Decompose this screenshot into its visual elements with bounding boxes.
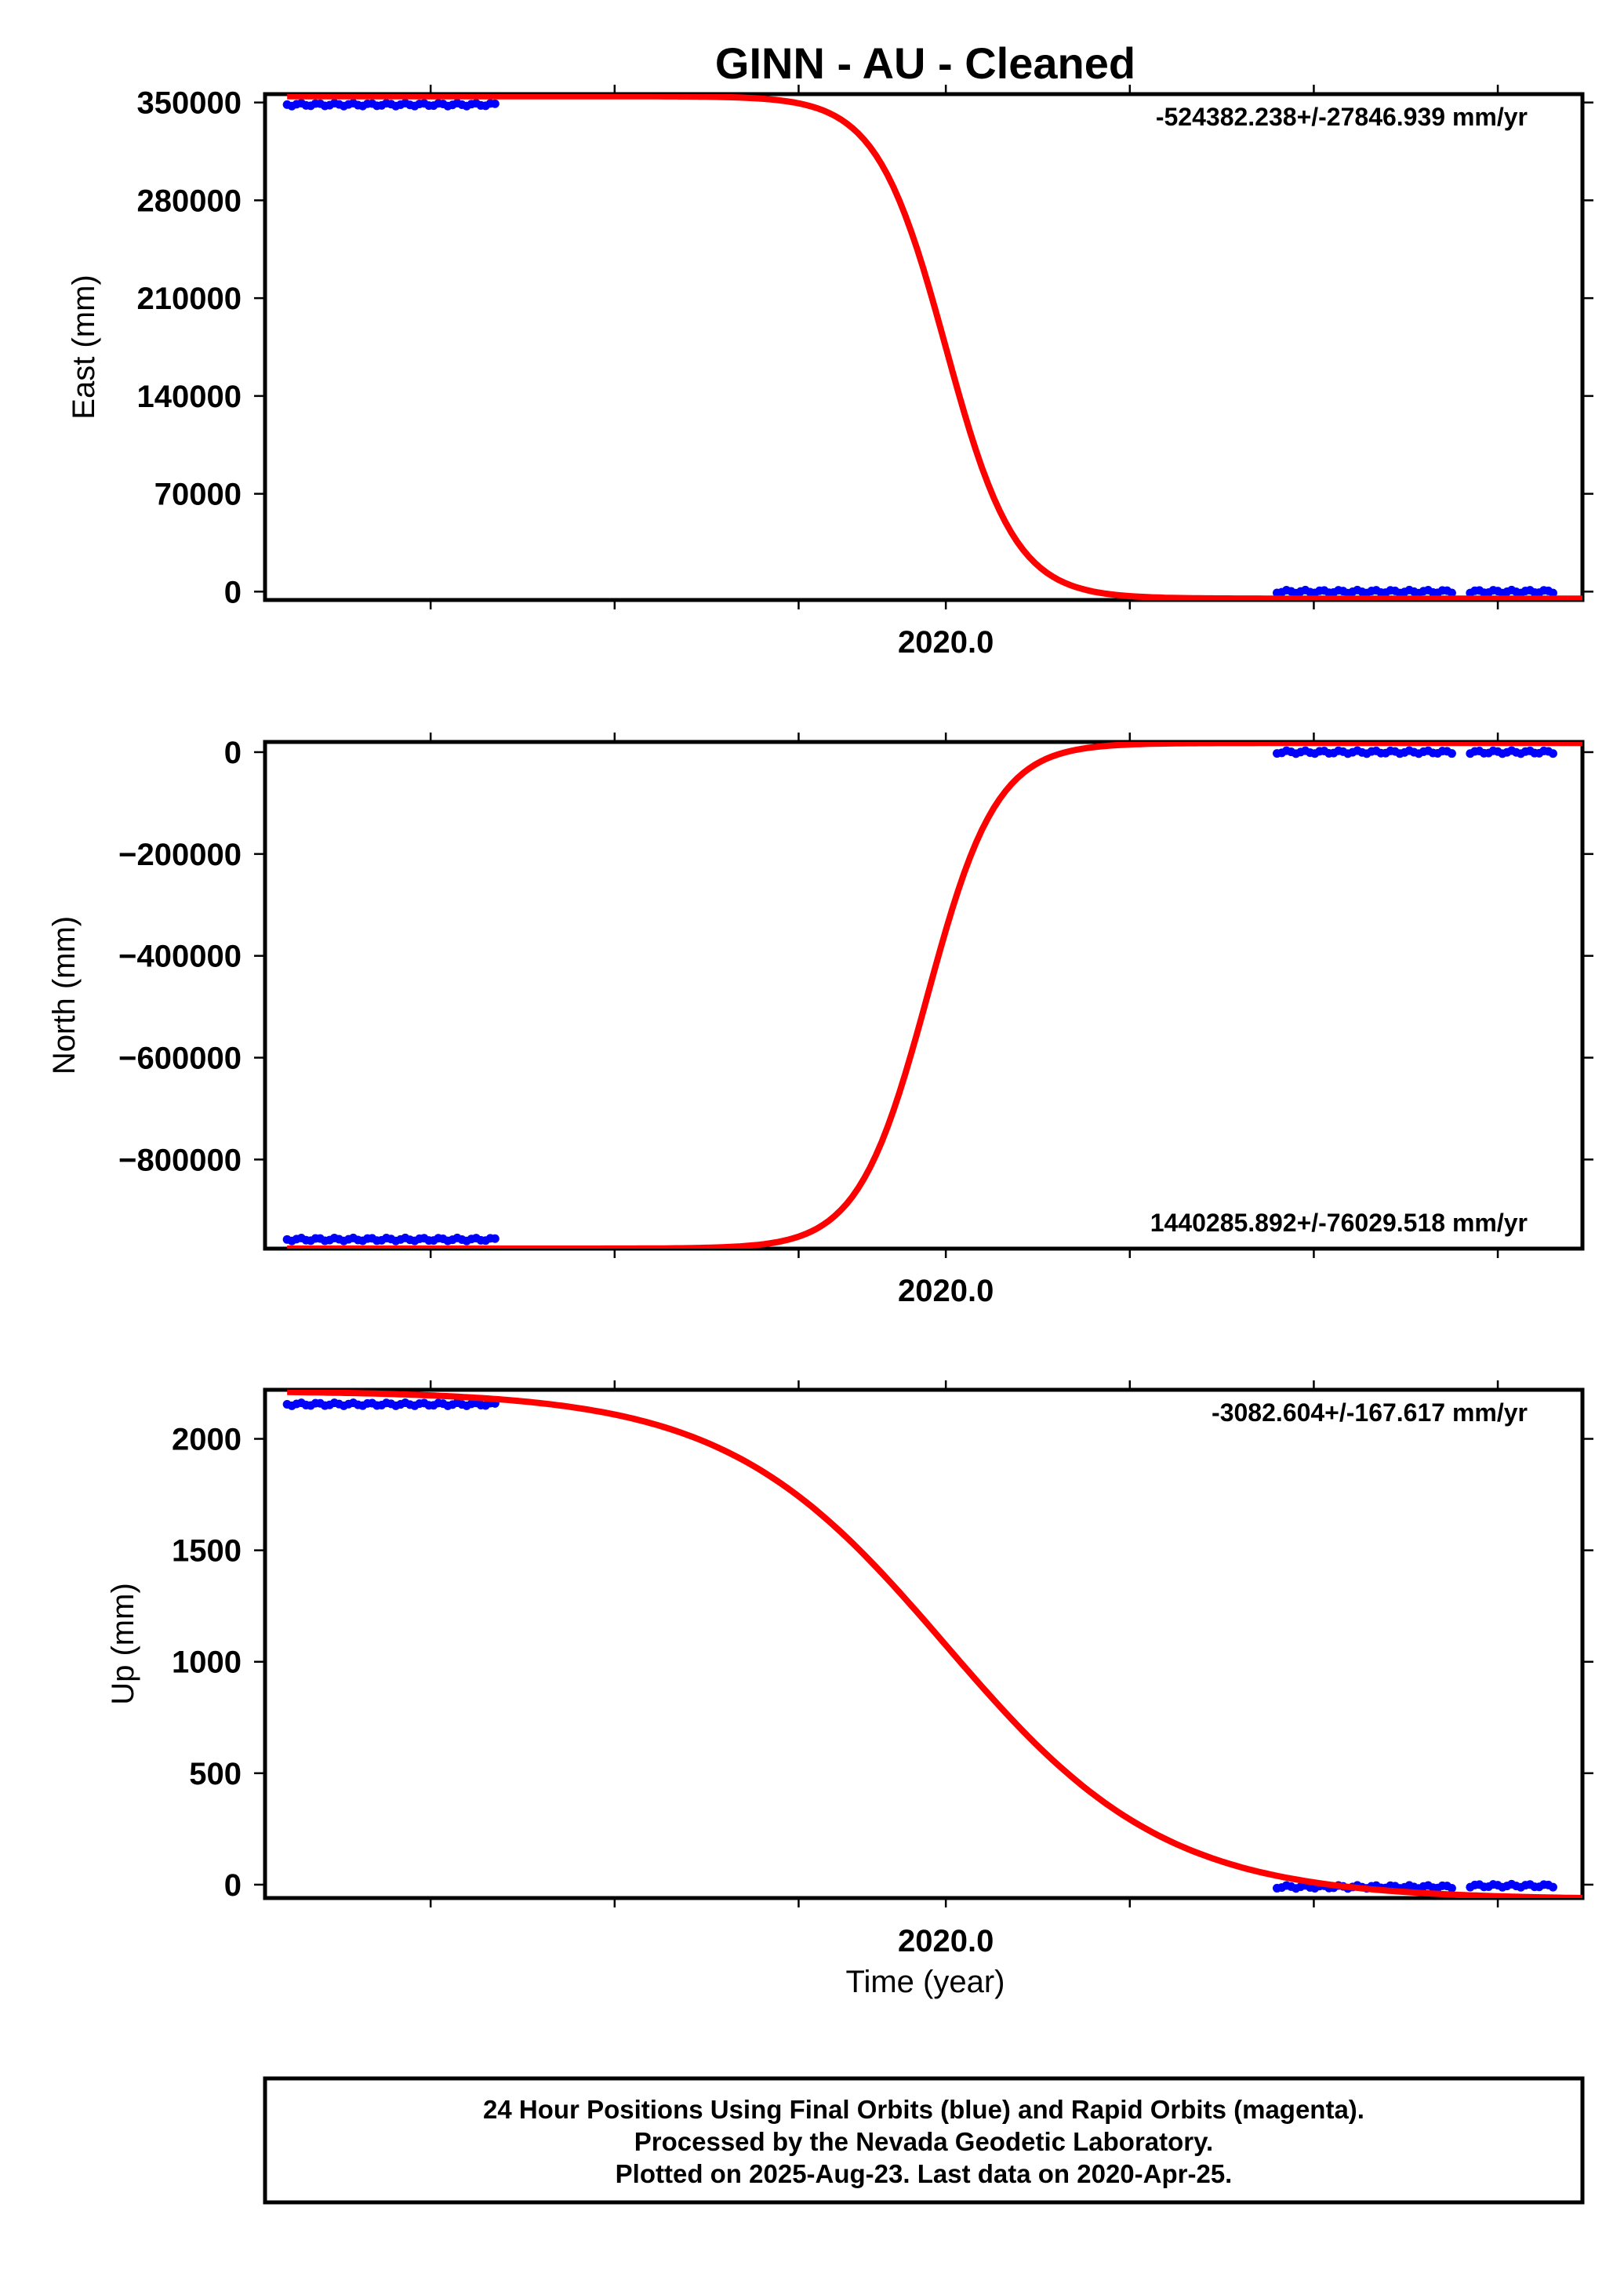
north-plot-frame — [263, 740, 1585, 1251]
north-data-point — [490, 1234, 500, 1243]
up-y-tick-label: 500 — [189, 1757, 242, 1791]
north-y-tick-label: −200000 — [118, 838, 242, 872]
east-y-axis-label: East (mm) — [67, 275, 101, 419]
footer-box: 24 Hour Positions Using Final Orbits (bl… — [263, 2076, 1585, 2205]
up-y-axis-label: Up (mm) — [106, 1583, 140, 1705]
x-axis-label: Time (year) — [846, 1965, 1005, 1999]
east-y-tick-label: 210000 — [137, 282, 242, 316]
east-fit-curve — [287, 94, 1582, 600]
east-plot-frame — [263, 92, 1585, 602]
north-y-tick-label: −800000 — [118, 1143, 242, 1177]
east-y-tick-label: 280000 — [137, 184, 242, 218]
east-y-tick-label: 350000 — [137, 86, 242, 121]
up-rate-label: -3082.604+/-167.617 mm/yr — [1212, 1398, 1528, 1427]
chart-title: GINN - AU - Cleaned — [715, 38, 1135, 88]
up-data-point — [1447, 1883, 1456, 1893]
up-y-tick-label: 1000 — [172, 1645, 242, 1680]
east-panel: 0 70000 140000 210000 280000 350000 2020.0 East… — [67, 85, 1593, 660]
north-y-tick-label: −600000 — [118, 1042, 242, 1076]
north-y-tick-label: 0 — [224, 736, 242, 770]
up-y-tick-label: 0 — [224, 1868, 242, 1903]
north-data-point — [1548, 749, 1557, 758]
east-rate-label: -524382.238+/-27846.939 mm/yr — [1156, 103, 1528, 131]
footer-line-1: 24 Hour Positions Using Final Orbits (bl… — [483, 2095, 1364, 2124]
east-data-point — [1548, 588, 1557, 598]
east-x-tick-label: 2020.0 — [898, 625, 994, 660]
north-y-tick-label: −400000 — [118, 940, 242, 974]
east-y-tick-label: 140000 — [137, 380, 242, 414]
up-fit-curve — [287, 1390, 1582, 1898]
north-y-axis-label: North (mm) — [47, 916, 82, 1075]
east-data-point — [490, 99, 500, 108]
north-data-point — [1447, 749, 1456, 758]
north-fit-curve — [287, 742, 1582, 1249]
up-x-tick-label: 2020.0 — [898, 1924, 994, 1958]
east-data-point — [1447, 588, 1456, 598]
footer-line-2: Processed by the Nevada Geodetic Laborat… — [634, 2127, 1213, 2156]
east-y-tick-label: 0 — [224, 575, 242, 609]
east-y-tick-label: 70000 — [154, 478, 242, 512]
up-panel: 0 500 1000 1500 2000 2020.0 Up (mm) -3082.604+/… — [106, 1380, 1593, 1958]
up-y-tick-label: 1500 — [172, 1534, 242, 1569]
up-data-point — [1548, 1882, 1557, 1892]
north-x-tick-label: 2020.0 — [898, 1274, 994, 1308]
footer-line-3: Plotted on 2025-Aug-23. Last data on 202… — [616, 2159, 1233, 2188]
north-panel: −800000 −600000 −400000 −200000 0 2020.0 North… — [47, 733, 1593, 1308]
north-rate-label: 1440285.892+/-76029.518 mm/yr — [1150, 1209, 1528, 1237]
up-plot-frame — [263, 1387, 1585, 1900]
up-y-tick-label: 2000 — [172, 1423, 242, 1457]
